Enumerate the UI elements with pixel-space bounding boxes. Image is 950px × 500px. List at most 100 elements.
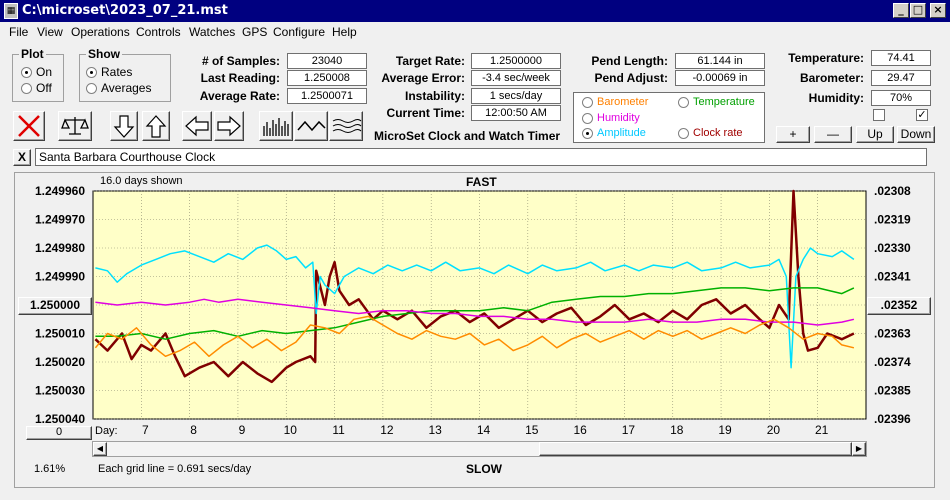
center-amp-button[interactable]: .02352 (867, 297, 931, 315)
center-rate-button[interactable]: 1.250000 (18, 297, 92, 315)
radio-icon (582, 96, 593, 108)
y-left-tick-label: 1.249990 (35, 270, 85, 284)
series-line-temperature (95, 287, 855, 340)
plot-group: Plot On Off (12, 47, 64, 102)
legend-barometer[interactable]: Barometer (582, 96, 648, 108)
left-arrow-button[interactable] (182, 111, 212, 141)
barometer-value: 29.47 (871, 70, 931, 86)
target-rate-label: Target Rate: (395, 54, 465, 68)
series-line-amplitude (95, 244, 855, 369)
current-time-value: 12:00:50 AM (471, 105, 561, 121)
samples-value: 23040 (287, 53, 367, 69)
legend-clock-rate[interactable]: Clock rate (678, 127, 743, 139)
pend-length-value: 61.144 in (675, 53, 765, 69)
x-tick-label: 19 (718, 423, 732, 437)
y-left-tick-label: 1.249960 (35, 184, 85, 198)
legend-humidity[interactable]: Humidity (582, 112, 640, 124)
menu-file[interactable]: File (9, 25, 29, 39)
y-left-tick-label: 1.250020 (35, 355, 85, 369)
average-rate-label: Average Rate: (199, 89, 280, 103)
average-rate-value: 1.2500071 (287, 88, 367, 104)
balance-button[interactable] (58, 111, 92, 141)
y-left-tick-label: 1.249980 (35, 241, 85, 255)
y-right-tick-label: .02319 (874, 213, 911, 227)
menu-view[interactable]: View (37, 25, 63, 39)
right-arrow-button[interactable] (214, 111, 244, 141)
show-group: Show Rates Averages (79, 47, 171, 102)
line-view-button[interactable] (294, 111, 328, 141)
menu-operations[interactable]: Operations (71, 25, 130, 39)
window-title: C:\microset\2023_07_21.mst (22, 3, 228, 18)
legend-amplitude[interactable]: Amplitude (582, 127, 646, 139)
clock-name-field[interactable]: Santa Barbara Courthouse Clock (35, 148, 927, 166)
menu-watches[interactable]: Watches (189, 25, 236, 39)
x-tick-label: 16 (573, 423, 587, 437)
current-time-label: Current Time: (386, 106, 465, 120)
show-rates-radio[interactable]: Rates (86, 65, 132, 79)
x-tick-label: 10 (284, 423, 298, 437)
series-line-barometer (94, 315, 855, 358)
x-tick-label: 7 (142, 423, 149, 437)
radio-icon (678, 127, 689, 139)
clear-clock-name-button[interactable]: X (13, 149, 31, 166)
y-left-tick-label: 1.249970 (35, 213, 85, 227)
plus-button[interactable]: + (776, 126, 810, 143)
menu-controls[interactable]: Controls (136, 25, 181, 39)
x-tick-label: 9 (239, 423, 246, 437)
menu-gps[interactable]: GPS (242, 25, 268, 39)
up-arrow-button[interactable] (142, 111, 170, 141)
day-axis-label: Day: (95, 425, 118, 437)
plot-off-radio[interactable]: Off (21, 81, 52, 95)
down-button[interactable]: Down (897, 126, 935, 143)
checkbox-left[interactable] (873, 109, 885, 121)
app-caption: MicroSet Clock and Watch Timer (374, 129, 561, 143)
checkbox-right[interactable]: ✓ (916, 109, 928, 121)
stop-button[interactable] (13, 111, 45, 141)
down-arrow-button[interactable] (110, 111, 138, 141)
temperature-value: 74.41 (871, 50, 931, 66)
close-button[interactable]: × (930, 3, 946, 18)
bars-view-button[interactable] (259, 111, 293, 141)
multi-line-view-button[interactable] (329, 111, 363, 141)
radio-icon (678, 96, 689, 108)
fast-label: FAST (466, 175, 497, 189)
radio-icon (21, 67, 32, 79)
y-left-tick-label: 1.250010 (35, 327, 85, 341)
red-x-icon (18, 115, 40, 137)
menu-help[interactable]: Help (332, 25, 357, 39)
scroll-right-arrow-icon[interactable]: ▶ (852, 442, 866, 456)
pend-adjust-value: -0.00069 in (675, 70, 765, 86)
x-tick-label: 11 (332, 423, 345, 437)
scroll-left-arrow-icon[interactable]: ◀ (93, 442, 107, 456)
x-tick-label: 21 (815, 423, 829, 437)
x-tick-label: 17 (622, 423, 636, 437)
x-tick-label: 13 (429, 423, 443, 437)
humidity-label: Humidity: (808, 91, 864, 105)
menu-bar: File View Operations Controls Watches GP… (0, 22, 950, 42)
legend-temperature[interactable]: Temperature (678, 96, 755, 108)
menu-configure[interactable]: Configure (273, 25, 326, 39)
radio-icon (86, 83, 97, 95)
up-button[interactable]: Up (856, 126, 894, 143)
show-averages-radio[interactable]: Averages (86, 81, 151, 95)
scrollbar-track[interactable] (107, 442, 539, 456)
barometer-label: Barometer: (799, 71, 864, 85)
x-tick-label: 20 (767, 423, 781, 437)
wave-icon (297, 120, 326, 132)
y-right-tick-label: .02374 (874, 355, 911, 369)
minus-button[interactable]: — (814, 126, 852, 143)
arrow-down-icon (113, 115, 135, 138)
last-reading-value: 1.250008 (287, 70, 367, 86)
zero-button[interactable]: 0 (26, 426, 92, 440)
minimize-button[interactable]: _ (893, 3, 909, 18)
radio-icon (582, 112, 593, 124)
maximize-button[interactable]: □ (910, 3, 926, 18)
slow-label: SLOW (466, 462, 502, 476)
plot-on-radio[interactable]: On (21, 65, 52, 79)
radio-icon (582, 127, 593, 139)
chart-scrollbar[interactable]: ◀ ▶ (92, 441, 867, 457)
scale-icon (61, 117, 89, 135)
scrollbar-thumb[interactable] (539, 442, 852, 456)
series-line-humidity (95, 298, 855, 326)
instability-value: 1 secs/day (471, 88, 561, 104)
